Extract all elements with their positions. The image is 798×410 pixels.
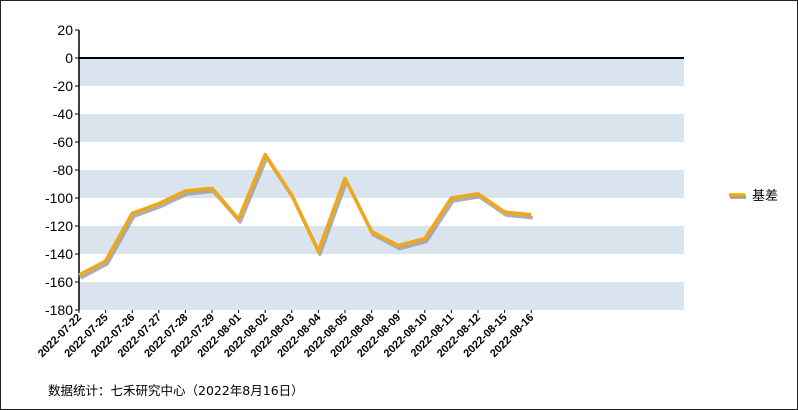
y-tick-label: 0 (65, 50, 73, 66)
y-tick-label: -100 (45, 190, 73, 206)
y-tick-label: -40 (53, 106, 73, 122)
grid-band (79, 170, 684, 198)
legend: 基差 (729, 189, 778, 204)
y-tick-label: -80 (53, 162, 73, 178)
y-tick-label: -160 (45, 274, 73, 290)
y-tick-label: -60 (53, 134, 73, 150)
series-layer (78, 152, 533, 280)
grid-band (79, 114, 684, 142)
grid-band (79, 58, 684, 86)
y-tick-label: -140 (45, 246, 73, 262)
legend-label: 基差 (752, 189, 778, 204)
grid-band (79, 282, 684, 310)
x-axis-ticks: 2022-07-222022-07-252022-07-262022-07-27… (36, 310, 536, 360)
y-tick-label: -180 (45, 302, 73, 318)
grid-bands (79, 58, 684, 310)
y-tick-label: 20 (57, 22, 73, 38)
y-tick-label: -120 (45, 218, 73, 234)
y-axis-ticks: 20 0 -20 -40 -60 -80 -100 -120 -140 -160 -180 (45, 22, 79, 318)
y-tick-label: -20 (53, 78, 73, 94)
series-line (78, 152, 532, 277)
source-note: 数据统计：七禾研究中心（2022年8月16日） (48, 383, 304, 398)
